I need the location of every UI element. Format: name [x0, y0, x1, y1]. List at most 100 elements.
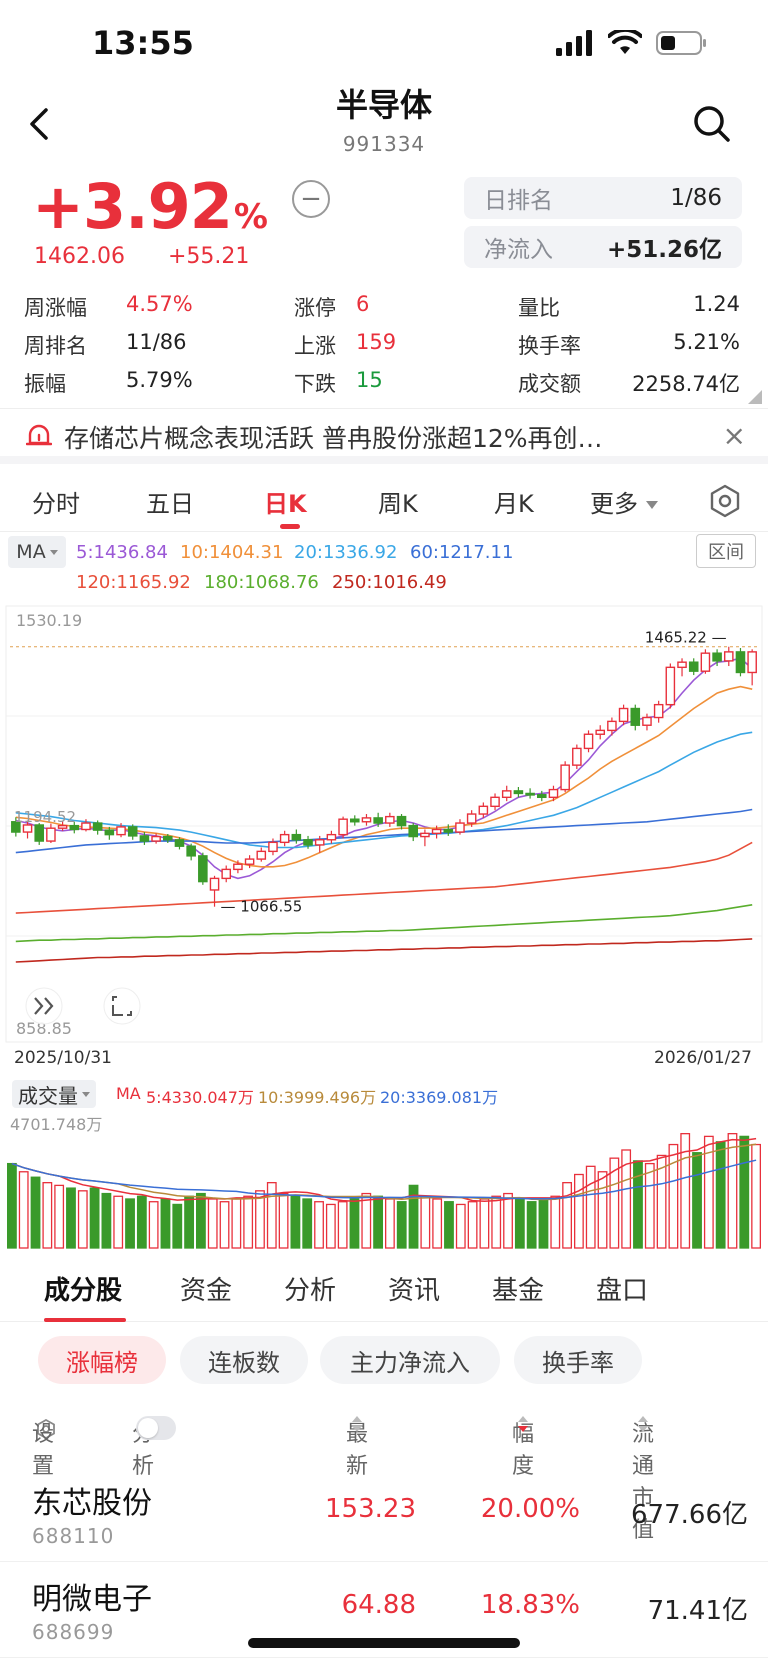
chip-limit-up-streak[interactable]: 连板数 [180, 1336, 308, 1384]
status-icons [556, 30, 708, 56]
candlestick-chart[interactable]: 1530.19 858.85 1465.22 — — 1066.55 1194.52 [0, 600, 768, 1044]
settings-button[interactable]: 设置 [32, 1416, 56, 1479]
candle [151, 835, 161, 842]
volume-ma-line [11, 1137, 757, 1202]
tab-five-day[interactable]: 五日 [146, 490, 194, 518]
tab-more-label: 更多 [590, 490, 638, 518]
volume-indicator-select[interactable]: 成交量 [12, 1080, 96, 1108]
stat-value: 159 [356, 330, 397, 354]
tab-monthly-k[interactable]: 月K [494, 490, 534, 518]
candle [373, 817, 383, 824]
candle [642, 716, 652, 726]
candle [747, 651, 757, 674]
chip-main-net-inflow[interactable]: 主力净流入 [320, 1336, 500, 1384]
volume-bar [538, 1198, 549, 1249]
change-label: 幅度 [512, 1422, 535, 1479]
candle [233, 863, 243, 871]
ma120-value: 120:1165.92 [76, 572, 191, 593]
stat-value: 6 [356, 292, 370, 316]
candle [408, 824, 419, 838]
gear-icon [37, 1418, 55, 1440]
volume-bar [148, 1201, 159, 1249]
tab-fund[interactable]: 基金 [492, 1276, 545, 1306]
search-icon[interactable] [692, 104, 732, 144]
tab-constituents[interactable]: 成分股 [44, 1276, 123, 1306]
ma180-line [15, 904, 753, 943]
stats-row-1: 周涨幅 4.57% 涨停 6 量比 1.24 [0, 292, 768, 326]
tab-daily-k[interactable]: 日K [264, 490, 307, 518]
stock-change-pct: 20.00% [480, 1494, 580, 1524]
candle [139, 835, 150, 842]
volume-bar [160, 1198, 171, 1249]
ma-indicator-select[interactable]: MA [8, 536, 66, 568]
high-annotation: 1465.22 — [645, 629, 727, 647]
volume-bar [633, 1160, 643, 1249]
back-icon[interactable] [24, 104, 54, 144]
tab-analysis[interactable]: 分析 [284, 1276, 337, 1306]
volume-bar [255, 1190, 265, 1249]
toggle-switch[interactable] [136, 1416, 176, 1440]
tab-more[interactable]: 更多 [590, 484, 658, 519]
volume-ma-line [11, 1159, 757, 1200]
volume-chart[interactable]: 4701.748万 [0, 1110, 768, 1250]
chip-top-gainers[interactable]: 涨幅榜 [38, 1336, 166, 1384]
candle [700, 652, 711, 672]
page-title: 半导体 [335, 86, 432, 124]
volume-bar [420, 1195, 431, 1249]
news-bar[interactable]: 存储芯片概念表现活跃 普冉股份涨超12%再创… × [0, 408, 768, 464]
chip-turnover-rate[interactable]: 换手率 [514, 1336, 642, 1384]
volume-bar [136, 1195, 147, 1249]
candle [665, 666, 676, 706]
close-icon[interactable]: × [722, 419, 746, 452]
tab-order-book[interactable]: 盘口 [596, 1276, 649, 1306]
table-row[interactable]: 东芯股份 688110 153.23 20.00% 677.66亿 [0, 1466, 768, 1562]
stock-change-pct: 18.83% [480, 1590, 580, 1620]
stat-value: 11/86 [126, 330, 187, 354]
volume-bar [396, 1201, 407, 1249]
news-headline[interactable]: 存储芯片概念表现活跃 普冉股份涨超12%再创… [64, 424, 603, 453]
remove-watchlist-button[interactable]: − [292, 180, 330, 218]
volume-bar [479, 1198, 490, 1249]
stat-value: 5.21% [673, 330, 740, 354]
change-percent: +3.92% [32, 170, 268, 243]
net-inflow-box[interactable]: 净流入 +51.26亿 [464, 226, 742, 268]
volume-bar [562, 1182, 572, 1249]
volume-bar [66, 1187, 76, 1249]
stat-value: 4.57% [126, 292, 193, 316]
fullscreen-icon [112, 996, 132, 1016]
volume-bar [89, 1187, 100, 1249]
volume-bar [526, 1201, 537, 1249]
candle [455, 822, 465, 833]
candle [303, 839, 313, 846]
expand-stats-icon[interactable] [748, 390, 762, 404]
chevron-down-icon [646, 501, 658, 509]
ma180-value: 180:1068.76 [204, 572, 319, 593]
volume-bar [585, 1165, 596, 1249]
tab-intraday[interactable]: 分时 [32, 490, 80, 518]
candle [560, 764, 570, 791]
chart-settings-icon[interactable] [708, 484, 742, 518]
candle [712, 652, 722, 662]
volume-bar [314, 1201, 324, 1249]
candle [186, 845, 196, 857]
alert-bell-icon [26, 424, 52, 446]
range-button[interactable]: 区间 [696, 534, 756, 568]
index-code: 991334 [342, 132, 426, 156]
volume-bar [514, 1198, 525, 1249]
fullscreen-button[interactable] [103, 987, 141, 1025]
stat-label: 换手率 [518, 334, 581, 358]
expand-chart-button[interactable] [25, 987, 63, 1025]
tab-weekly-k[interactable]: 周K [378, 490, 418, 518]
volume-bar [113, 1195, 124, 1249]
table-row[interactable]: 明微电子 688699 64.88 18.83% 71.41亿 [0, 1562, 768, 1658]
tab-funds-flow[interactable]: 资金 [180, 1276, 233, 1306]
stock-code: 688699 [32, 1620, 115, 1644]
battery-icon [656, 31, 706, 55]
volume-bar [609, 1157, 620, 1249]
ma120-line [15, 841, 753, 914]
active-tab-indicator [280, 524, 300, 529]
tab-news[interactable]: 资讯 [388, 1276, 441, 1306]
day-rank-box[interactable]: 日排名 1/86 [464, 177, 742, 219]
list-header: 设置 分析 最新 幅度 流通市值 [0, 1416, 768, 1543]
home-indicator[interactable] [248, 1638, 520, 1648]
